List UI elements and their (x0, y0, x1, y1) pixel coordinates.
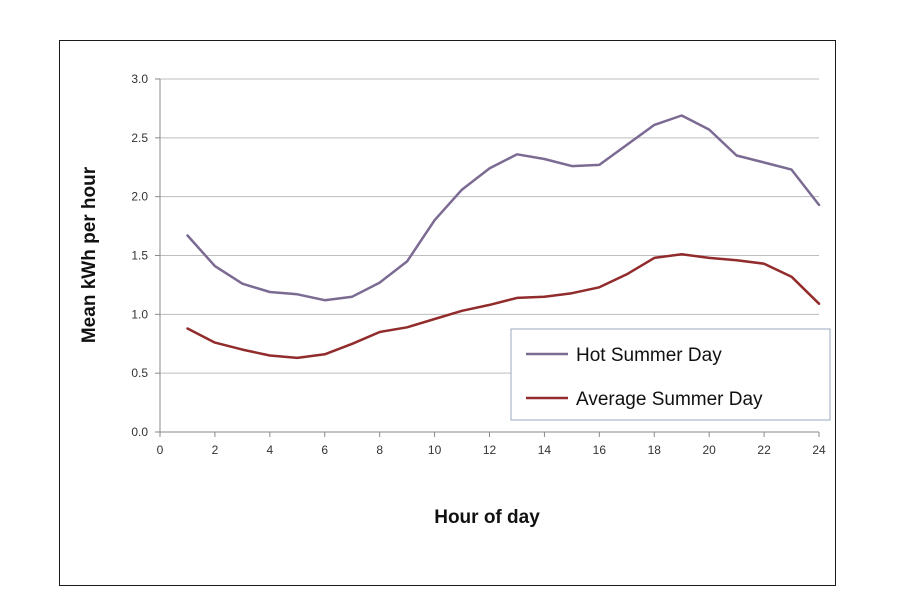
x-tick-label: 14 (538, 443, 552, 457)
chart-frame: 0.0 0.5 1.0 1.5 2.0 2.5 3.0 0 2 4 6 8 10 12 14 16 18 20 22… (59, 40, 836, 586)
x-axis-title: Hour of day (434, 507, 540, 528)
line-chart: 0.00.51.01.52.02.53.00 2 4 6 8 10 12 14 16 18 20 22… (79, 72, 831, 528)
x-tick-label: 16 (593, 443, 607, 457)
x-tick-label: 18 (648, 443, 662, 457)
x-tick-label: 6 (321, 443, 328, 457)
tick-labels: 0.00.51.01.52.02.53.00 2 4 6 8 10 12 14 16 18 20 22… (131, 72, 826, 457)
x-tick-label: 24 (812, 443, 826, 457)
y-tick-label: 1.0 (131, 307, 148, 321)
y-tick-label: 3.0 (131, 72, 148, 86)
x-tick-label: 12 (483, 443, 497, 457)
y-tick-label: 0.0 (131, 425, 148, 439)
legend: Hot Summer Day Average Summer Day (510, 328, 831, 421)
x-tick-label: 4 (266, 443, 273, 457)
x-tick-label: 10 (428, 443, 442, 457)
x-tick-label: 2 (212, 443, 219, 457)
series-lines (186, 114, 821, 360)
y-tick-label: 0.5 (131, 366, 148, 380)
y-axis-title: Mean kWh per hour (79, 166, 100, 343)
series-line-average-summer-day (186, 253, 821, 360)
x-tick-label: 20 (702, 443, 716, 457)
y-tick-label: 2.5 (131, 131, 148, 145)
x-tick-label: 0 (157, 443, 164, 457)
x-tick-label: 8 (376, 443, 383, 457)
axes (155, 78, 820, 437)
legend-label-hot: Hot Summer Day (576, 345, 722, 366)
y-tick-label: 2.0 (131, 190, 148, 204)
y-tick-label: 1.5 (131, 249, 148, 263)
x-tick-label: 22 (757, 443, 771, 457)
legend-box (510, 328, 831, 421)
series-line-hot-summer-day (186, 114, 821, 302)
legend-label-average: Average Summer Day (576, 389, 763, 410)
